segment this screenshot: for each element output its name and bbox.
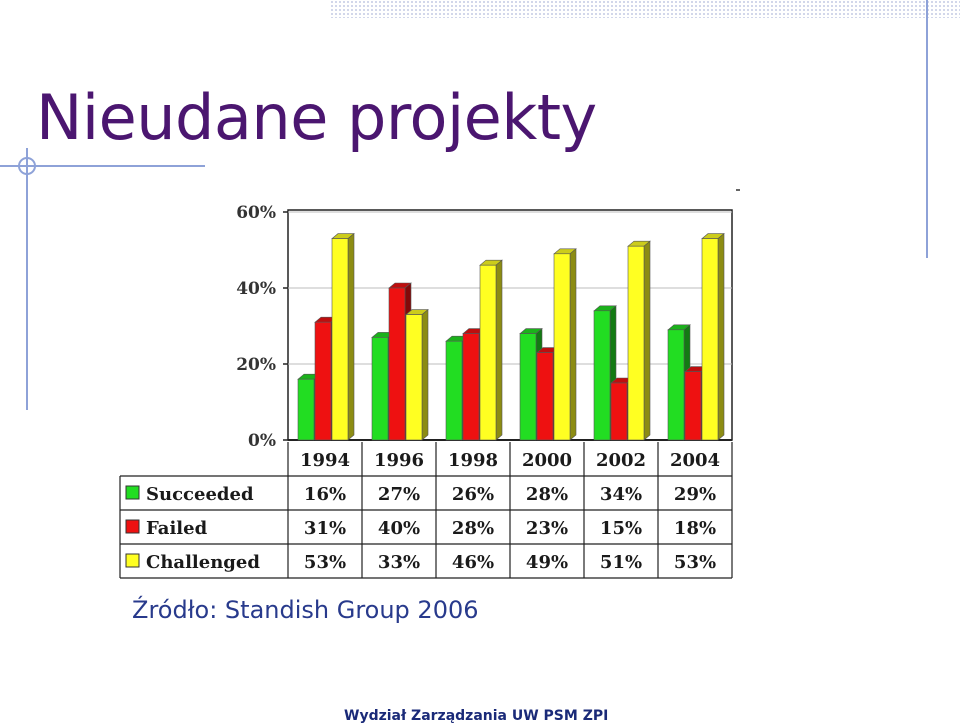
bar-side [717,232,725,441]
y-tick-label: 20% [236,355,276,375]
y-tick-label: 60% [236,203,276,223]
bar-failed-1994 [314,321,332,441]
bar-side [569,248,577,441]
legend-swatch [125,519,140,534]
data-label: 34% [600,484,642,505]
accent-circle [18,157,36,175]
data-label: 16% [304,484,346,505]
footer-text: Wydział Zarządzania UW PSM ZPI [344,708,609,724]
bar-challenged-2002 [627,245,645,441]
bar-challenged-2004 [701,238,719,441]
bar-failed-2004 [684,371,702,441]
bar-succeeded-1994 [297,378,315,441]
data-label: 26% [452,484,494,505]
bar-failed-2002 [610,382,628,441]
bar-challenged-1994 [331,238,349,441]
legend-swatch [125,553,140,568]
bar-failed-2000 [536,352,554,441]
x-tick-label: 1996 [374,450,424,471]
bar-failed-1996 [388,287,406,441]
data-label: 27% [378,484,420,505]
data-label: 28% [452,518,494,539]
data-label: 29% [674,484,716,505]
data-label: 18% [674,518,716,539]
data-label: 40% [378,518,420,539]
bar-challenged-1998 [479,264,497,441]
bar-succeeded-1996 [371,337,389,441]
data-label: 49% [526,552,568,573]
x-tick-label: 2004 [670,450,720,471]
data-label: 46% [452,552,494,573]
x-tick-label: 2002 [596,450,646,471]
data-label: 23% [526,518,568,539]
data-label: 53% [304,552,346,573]
page-title: Nieudane projekty [36,81,597,154]
data-label: 33% [378,552,420,573]
header-pattern [330,0,960,18]
bar-failed-1998 [462,333,480,441]
x-tick-label: 1994 [300,450,350,471]
legend-label: Succeeded [146,484,254,505]
bar-succeeded-2002 [593,310,611,441]
bar-challenged-2000 [553,253,571,441]
bar-succeeded-2004 [667,329,685,441]
bar-challenged-1996 [405,314,423,441]
x-tick-label: 1998 [448,450,498,471]
bar-side [347,232,355,441]
bar-side [643,240,651,441]
legend-label: Challenged [146,552,260,573]
data-label: 31% [304,518,346,539]
x-tick-label: 2000 [522,450,572,471]
bar-succeeded-1998 [445,340,463,441]
source-note: Źródło: Standish Group 2006 [132,596,479,624]
bar-succeeded-2000 [519,333,537,441]
y-tick-label: 40% [236,279,276,299]
data-label: 15% [600,518,642,539]
data-label: 51% [600,552,642,573]
data-label: 28% [526,484,568,505]
legend-label: Failed [146,518,208,539]
chart: 0% 20% 40% 60% 1994 1996 1998 2000 2002 2004 Succe… [118,190,738,582]
data-label: 53% [674,552,716,573]
legend-swatch [125,485,140,500]
bar-side [495,259,503,441]
bar-side [421,308,429,441]
chart-svg: 0% 20% 40% 60% 1994 1996 1998 2000 2002 2004 Succe… [119,203,733,579]
plot-area [287,209,733,441]
y-tick-label: 0% [248,431,276,451]
